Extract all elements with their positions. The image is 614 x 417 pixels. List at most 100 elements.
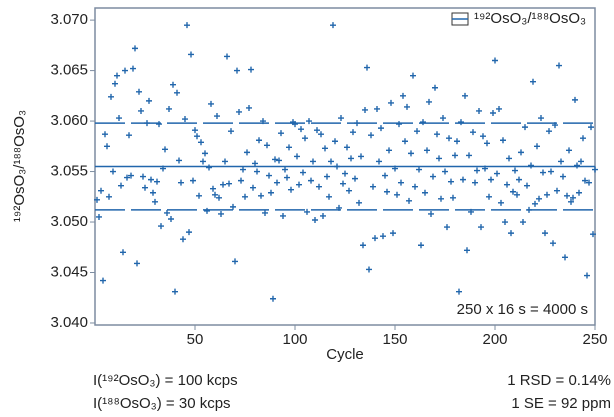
data-point	[272, 156, 278, 163]
data-point	[472, 179, 478, 186]
data-point	[328, 158, 334, 165]
data-point	[580, 135, 586, 142]
data-point	[402, 138, 408, 145]
data-point	[466, 152, 472, 159]
data-point	[572, 96, 578, 103]
data-point	[248, 66, 254, 73]
data-point	[94, 196, 100, 203]
data-point	[326, 193, 332, 200]
data-point	[348, 155, 354, 162]
data-point	[106, 193, 112, 200]
data-point	[378, 125, 384, 132]
data-point	[362, 106, 368, 113]
data-point	[120, 249, 126, 256]
data-point	[354, 120, 360, 127]
data-point	[292, 121, 298, 128]
data-point	[344, 144, 350, 151]
data-point	[242, 193, 248, 200]
data-point	[532, 200, 538, 207]
x-tick-label: 100	[282, 331, 307, 348]
legend-label: ¹⁹²OsO₃/¹⁸⁸OsO₃	[474, 10, 586, 27]
data-point	[202, 150, 208, 157]
data-point	[544, 191, 550, 198]
data-point	[194, 133, 200, 140]
data-point	[160, 165, 166, 172]
x-tick-label: 50	[187, 331, 204, 348]
data-point	[458, 119, 464, 126]
y-tick-label: 3.065	[50, 62, 88, 79]
y-tick-label: 3.055	[50, 163, 88, 180]
data-point	[258, 192, 264, 199]
data-point	[156, 121, 162, 128]
data-point	[380, 233, 386, 240]
data-point	[148, 176, 154, 183]
data-point	[132, 45, 138, 52]
data-point	[256, 137, 262, 144]
data-point	[158, 223, 164, 230]
data-point	[370, 183, 376, 190]
annotation: I(¹⁸⁸OsO₃) = 30 kcps	[93, 395, 231, 412]
data-point	[386, 147, 392, 154]
x-tick-label: 250	[582, 331, 607, 348]
data-point	[222, 158, 228, 165]
data-point	[590, 231, 596, 238]
data-point	[366, 266, 372, 273]
data-point	[564, 192, 570, 199]
data-point	[316, 183, 322, 190]
data-point	[214, 113, 220, 120]
data-point	[424, 147, 430, 154]
data-point	[434, 131, 440, 138]
data-point	[490, 109, 496, 116]
data-point	[150, 189, 156, 196]
data-point	[470, 129, 476, 136]
x-axis-label: Cycle	[326, 346, 364, 363]
data-point	[278, 130, 284, 137]
data-point	[162, 146, 168, 153]
data-point	[438, 195, 444, 202]
data-point	[218, 210, 224, 217]
annotation: 1 SE = 92 ppm	[511, 395, 611, 412]
data-point	[374, 105, 380, 112]
y-tick-label: 3.060	[50, 112, 88, 129]
data-point	[116, 115, 122, 122]
data-point	[172, 288, 178, 295]
data-point	[198, 139, 204, 146]
data-point	[232, 258, 238, 265]
data-point	[514, 191, 520, 198]
data-point	[154, 178, 160, 185]
data-point	[382, 172, 388, 179]
data-point	[254, 168, 260, 175]
data-point	[304, 208, 310, 215]
data-point	[592, 166, 598, 173]
data-point	[152, 198, 158, 205]
data-point	[208, 100, 214, 107]
data-point	[196, 192, 202, 199]
data-point	[166, 105, 172, 112]
data-point	[422, 189, 428, 196]
data-point	[124, 174, 130, 181]
data-point	[300, 169, 306, 176]
data-point	[98, 187, 104, 194]
data-point	[306, 118, 312, 125]
data-point	[440, 115, 446, 122]
data-point	[498, 199, 504, 206]
data-point	[526, 206, 532, 213]
data-point	[186, 229, 192, 236]
data-point	[554, 187, 560, 194]
y-tick-label: 3.070	[50, 11, 88, 28]
x-tick-label: 200	[482, 331, 507, 348]
data-point	[558, 158, 564, 165]
data-point	[578, 158, 584, 165]
data-point	[460, 176, 466, 183]
data-point	[336, 204, 342, 211]
data-point	[506, 155, 512, 162]
data-point	[528, 162, 534, 169]
data-point	[130, 65, 136, 72]
data-point	[136, 88, 142, 95]
data-point	[112, 80, 118, 87]
annotation: 1 RSD = 0.14%	[507, 372, 611, 389]
data-point	[212, 191, 218, 198]
data-point	[226, 180, 232, 187]
data-point	[282, 166, 288, 173]
data-point	[436, 155, 442, 162]
